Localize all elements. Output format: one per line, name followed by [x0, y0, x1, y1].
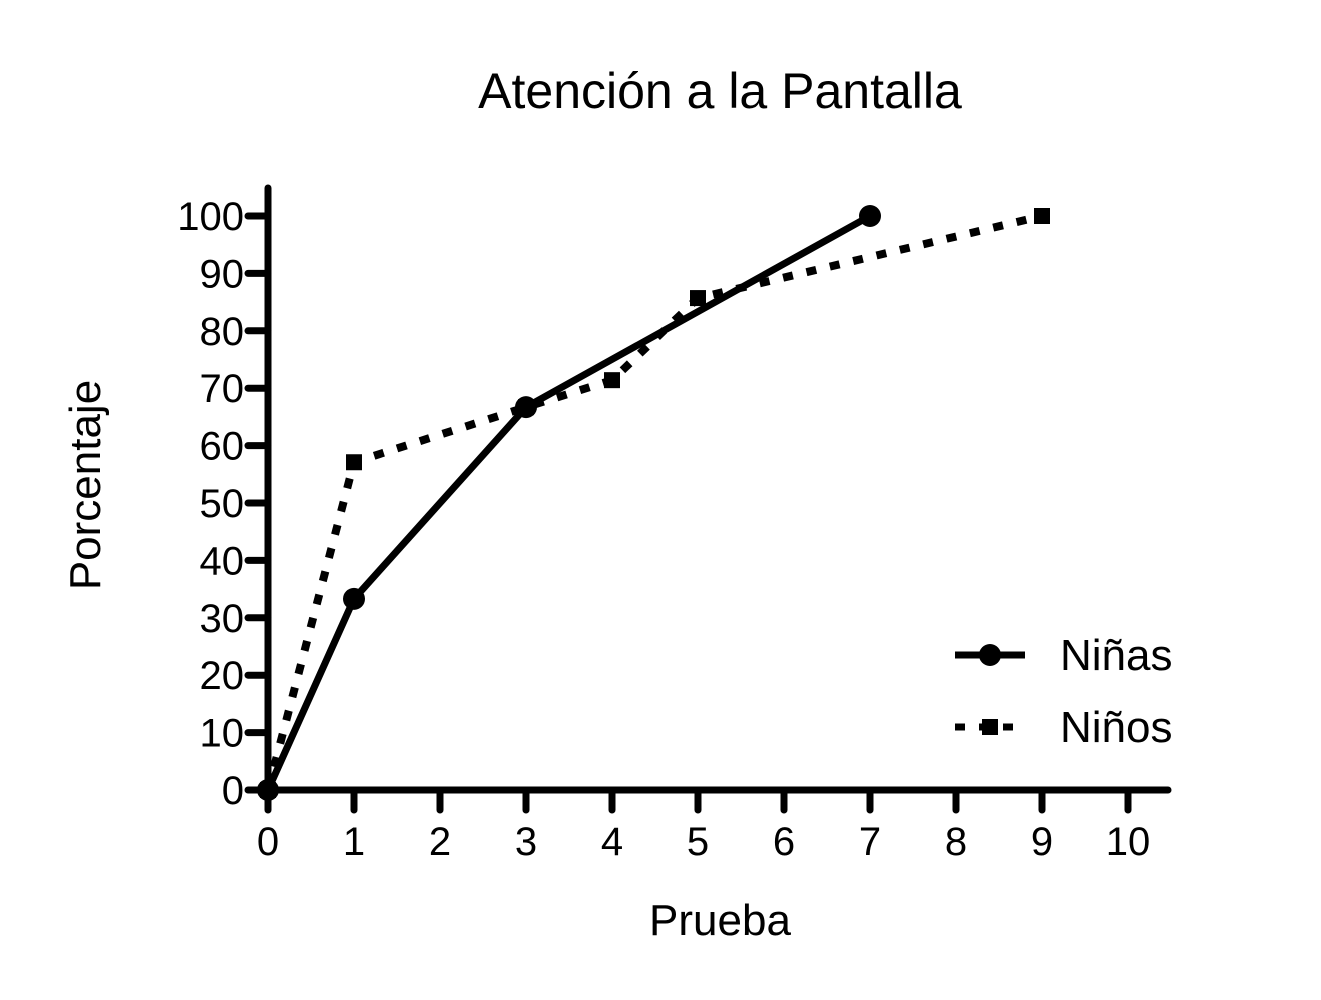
- x-tick-label: 9: [1031, 820, 1053, 864]
- x-tick-label: 10: [1106, 820, 1151, 864]
- x-axis-label: Prueba: [649, 896, 791, 945]
- x-tick-label: 8: [945, 820, 967, 864]
- data-point: [604, 372, 620, 389]
- data-point: [690, 290, 706, 307]
- y-tick-label: 80: [200, 310, 245, 354]
- y-tick-label: 90: [200, 252, 245, 296]
- series-line: [264, 212, 1043, 792]
- data-point: [1034, 208, 1050, 224]
- x-tick-label: 0: [257, 820, 279, 864]
- y-tick-label: 100: [177, 195, 244, 239]
- data-point: [346, 454, 362, 471]
- y-tick-label: 30: [200, 597, 245, 641]
- series-group: [257, 205, 1050, 801]
- y-axis-label: Porcentaje: [61, 380, 110, 590]
- legend-marker: [982, 719, 998, 735]
- data-point: [518, 399, 534, 416]
- y-tick-label: 50: [200, 482, 245, 526]
- y-tick-label: 0: [222, 769, 244, 813]
- x-tick-label: 4: [601, 820, 623, 864]
- legend-label: Niños: [1060, 703, 1173, 752]
- legend-label: Niñas: [1060, 631, 1173, 680]
- x-tick-label: 2: [429, 820, 451, 864]
- series-line: [264, 212, 872, 792]
- data-point: [343, 587, 365, 610]
- x-tick-label: 3: [515, 820, 537, 864]
- y-tick-label: 10: [200, 712, 245, 756]
- y-tick-label: 60: [200, 425, 245, 469]
- legend: Niñas Niños: [955, 631, 1173, 752]
- data-point: [260, 782, 276, 798]
- series-Niñas: [257, 205, 881, 801]
- series-Niños: [260, 208, 1050, 798]
- y-tick-label: 40: [200, 539, 245, 583]
- x-tick-label: 1: [343, 820, 365, 864]
- x-tick-label: 5: [687, 820, 709, 864]
- chart-title: Atención a la Pantalla: [478, 63, 962, 119]
- legend-marker: [979, 644, 1001, 666]
- data-point: [859, 205, 881, 227]
- y-tick-label: 70: [200, 367, 245, 411]
- y-tick-label: 20: [200, 654, 245, 698]
- x-tick-label: 6: [773, 820, 795, 864]
- x-tick-label: 7: [859, 820, 881, 864]
